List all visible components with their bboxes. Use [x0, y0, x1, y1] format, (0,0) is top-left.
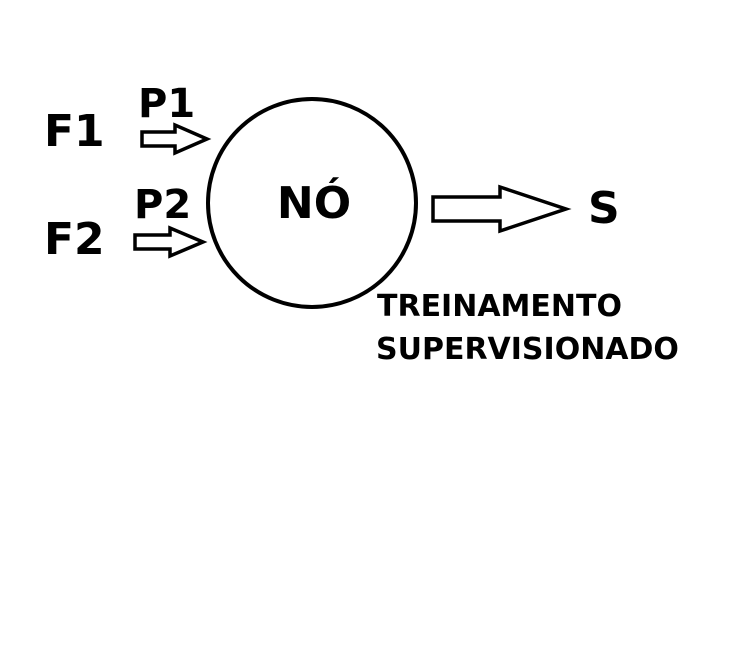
caption-line-2: SUPERVISIONADO	[376, 332, 679, 367]
node-label: NÓ	[277, 176, 351, 229]
input-f1-label: F1	[44, 106, 105, 157]
node-circle	[206, 97, 418, 309]
input-arrow-2	[133, 225, 208, 259]
input-f2-label: F2	[44, 214, 105, 265]
weight-p2-label: P2	[134, 182, 191, 228]
weight-p1-label: P1	[138, 81, 195, 127]
caption-line-1: TREINAMENTO	[377, 289, 622, 324]
output-arrow	[431, 184, 572, 234]
output-label: S	[588, 183, 620, 234]
input-arrow-1	[140, 122, 212, 156]
